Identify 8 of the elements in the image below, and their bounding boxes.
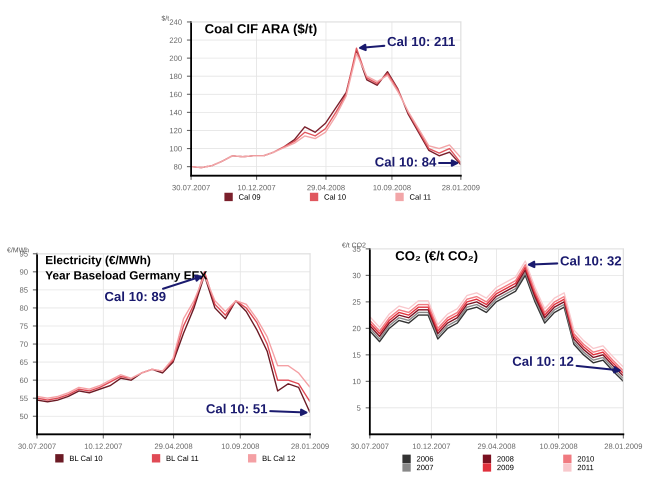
annotation: Cal 10: 12 (512, 356, 574, 366)
annotation: Cal 10: 211 (388, 36, 455, 46)
chart-title: Coal CIF ARA ($/t) (205, 23, 317, 36)
chart-title: CO₂ (€/t CO₂) (396, 250, 478, 264)
annotation: Cal 10: 32 (560, 256, 622, 266)
annotation: Cal 10: 89 (104, 292, 166, 302)
annotation: Cal 10: 51 (206, 404, 268, 414)
annotation: Cal 10: 84 (375, 156, 436, 167)
